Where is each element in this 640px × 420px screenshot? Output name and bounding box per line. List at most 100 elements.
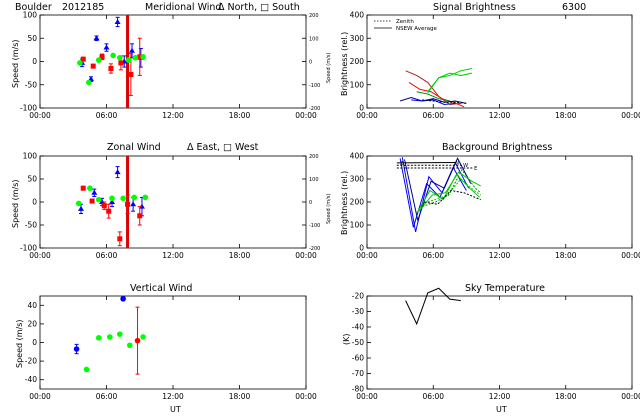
data-point [128, 72, 134, 78]
y2-tick-label: 100 [309, 36, 319, 42]
data-point [90, 63, 96, 69]
zonal-y2-label: Speed (m/s) [326, 194, 332, 224]
y-tick-label: -100 [20, 104, 37, 113]
x-tick-label: 06:00 [422, 251, 444, 260]
x-tick-label: 06:00 [422, 111, 444, 120]
x-tick-label: 12:00 [489, 111, 511, 120]
data-point [101, 203, 107, 209]
series-line [399, 158, 467, 228]
y-tick-label: -20 [352, 292, 364, 301]
data-point [120, 295, 126, 302]
data-point [132, 54, 139, 61]
wavelength-label: 6300 [562, 2, 586, 13]
x-tick-label: 06:00 [96, 111, 118, 120]
series-line [427, 72, 472, 94]
series-line [401, 157, 470, 233]
meridional-y2-label: Speed (m/s) [326, 53, 332, 83]
data-point [110, 52, 116, 59]
date-label: 2012185 [62, 2, 104, 13]
zonal-legend: Δ East, □ West [187, 142, 259, 153]
series-line [408, 82, 465, 108]
data-point [125, 57, 132, 63]
series-marker-label: W [463, 163, 468, 169]
meridional-legend: Δ North, □ South [218, 2, 300, 13]
sky-x-label: UT [496, 405, 507, 414]
y2-tick-label: 0 [309, 200, 312, 206]
sky-title: Sky Temperature [465, 283, 545, 294]
y-tick-label: -40 [25, 375, 37, 384]
data-point [95, 196, 102, 203]
zonal-y-label: Speed (m/s) [11, 179, 20, 228]
background-y-label: Brightness (rel.) [340, 171, 349, 235]
data-point [118, 60, 124, 66]
y-tick-label: -70 [352, 369, 364, 378]
signal-legend: Zenith NSEW Average [374, 19, 437, 32]
data-point [87, 185, 93, 191]
x-tick-label: 00:00 [295, 251, 317, 260]
signal-title: Signal Brightness [433, 2, 516, 13]
vertical-title: Vertical Wind [130, 283, 192, 294]
data-point [107, 334, 113, 340]
data-point [140, 334, 146, 340]
x-tick-label: 00:00 [356, 251, 378, 260]
data-point [117, 331, 123, 337]
data-point [108, 65, 114, 71]
data-point [137, 54, 143, 60]
y-tick-label: -80 [352, 385, 364, 394]
y2-tick-label: 200 [309, 154, 319, 160]
y-tick-label: -30 [352, 307, 364, 316]
data-point [89, 198, 95, 204]
data-point [85, 79, 92, 86]
data-point [138, 203, 145, 209]
x-tick-label: 18:00 [555, 251, 577, 260]
x-tick-label: 06:00 [422, 392, 444, 401]
series-marker-label: E [474, 166, 477, 172]
y-tick-label: -60 [352, 354, 364, 363]
x-tick-label: 00:00 [621, 251, 640, 260]
meridional-y-label: Speed (m/s) [11, 39, 20, 88]
y-tick-label: 300 [350, 34, 365, 43]
series-line [418, 171, 481, 212]
y2-tick-label: 0 [309, 60, 312, 66]
series-line [405, 70, 461, 106]
data-point [140, 54, 146, 60]
y-tick-label: 200 [350, 198, 365, 207]
data-point [83, 366, 90, 373]
data-point [130, 201, 137, 207]
x-tick-label: 06:00 [96, 392, 118, 401]
y-tick-label: 100 [350, 80, 365, 89]
legend-nsew-label: NSEW Average [396, 26, 437, 32]
data-point [91, 189, 98, 195]
series-line [404, 157, 472, 223]
x-tick-label: 06:00 [96, 251, 118, 260]
y-tick-label: 0 [359, 244, 364, 253]
series-line [416, 173, 480, 214]
x-tick-label: 00:00 [356, 392, 378, 401]
y-tick-label: -20 [25, 357, 37, 366]
y-tick-label: 20 [27, 319, 37, 328]
x-tick-label: 00:00 [621, 392, 640, 401]
y-tick-label: -50 [352, 338, 364, 347]
y2-tick-label: -200 [309, 106, 320, 112]
vertical-y-label: Speed (m/s) [15, 319, 24, 368]
y-tick-label: 200 [350, 57, 365, 66]
y-tick-label: 0 [32, 57, 37, 66]
vertical-frame [39, 295, 307, 390]
background-title: Background Brightness [442, 142, 552, 153]
sky-frame [366, 295, 633, 390]
x-tick-label: 18:00 [229, 111, 251, 120]
data-point [114, 169, 121, 175]
series-line [424, 189, 481, 205]
data-point [95, 335, 102, 341]
y-tick-label: -100 [20, 244, 37, 253]
data-point [80, 56, 86, 62]
data-point [125, 201, 131, 207]
data-point [106, 208, 112, 214]
data-point [99, 199, 106, 204]
series-line [420, 178, 482, 205]
data-point [75, 200, 82, 207]
x-tick-label: 00:00 [295, 392, 317, 401]
data-point [80, 185, 86, 191]
x-tick-label: 00:00 [295, 111, 317, 120]
data-point [109, 195, 115, 202]
